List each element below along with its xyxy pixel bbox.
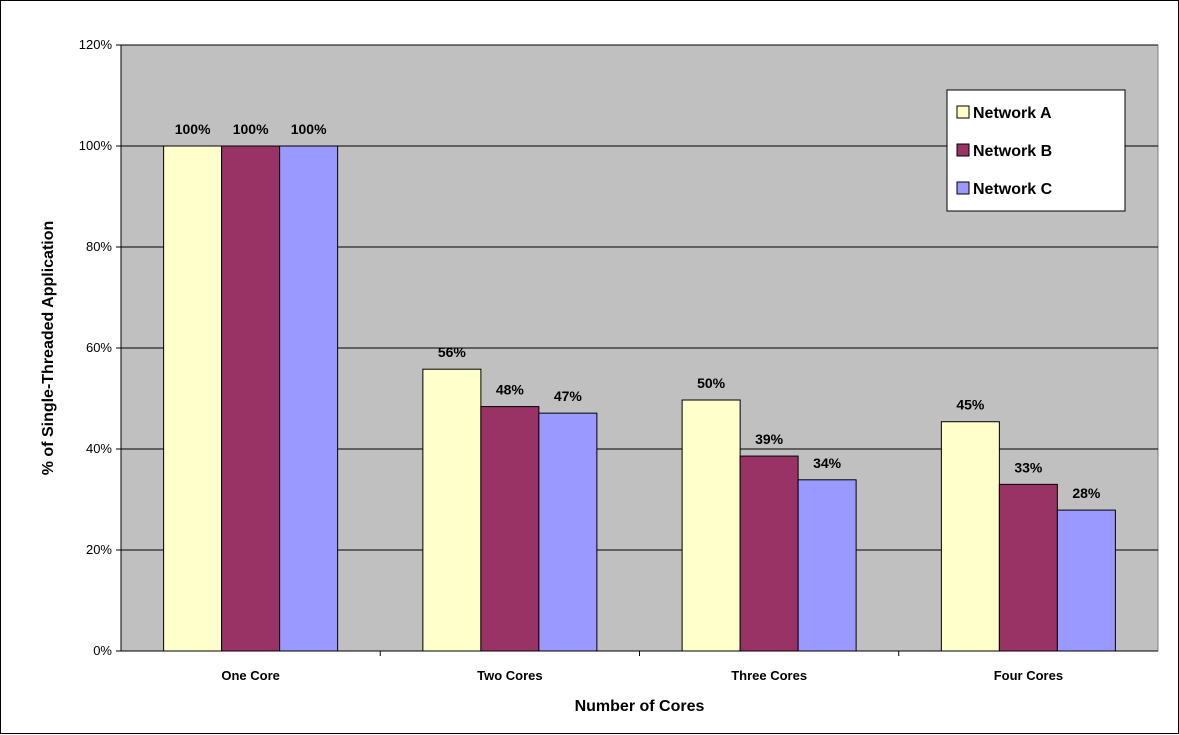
y-tick-label: 40% xyxy=(86,441,112,456)
y-tick-label: 100% xyxy=(79,138,113,153)
bar xyxy=(940,421,1000,652)
x-category-label: Three Cores xyxy=(731,668,807,683)
legend: Network A Network B Network C xyxy=(946,89,1126,212)
data-label: 28% xyxy=(1072,485,1101,501)
data-label: 56% xyxy=(438,344,467,360)
data-label: 39% xyxy=(755,431,784,447)
x-category-label: Four Cores xyxy=(994,668,1063,683)
y-tick-labels: 0% 20% 40% 60% 80% 100% 120% xyxy=(79,37,113,658)
bar xyxy=(1056,509,1116,652)
data-label: 48% xyxy=(496,382,525,398)
y-tick-label: 80% xyxy=(86,239,112,254)
data-label: 100% xyxy=(233,121,269,137)
data-label: 33% xyxy=(1014,459,1043,475)
bar xyxy=(422,368,482,652)
y-axis-title: % of Single-Threaded Application xyxy=(40,221,57,476)
legend-label: Network A xyxy=(973,105,1052,122)
legend-box xyxy=(946,89,1126,212)
data-label: 50% xyxy=(697,375,726,391)
bar xyxy=(739,455,799,652)
data-labels: 100% 100% 100% 56% 48% 47% 50% 39% 34% 45% 33% 28% xyxy=(175,121,1101,501)
x-category-label: One Core xyxy=(221,668,280,683)
x-category-label: Two Cores xyxy=(477,668,543,683)
x-category-labels: One Core Two Cores Three Cores Four Cores xyxy=(221,668,1063,683)
data-label: 45% xyxy=(956,397,985,413)
bar xyxy=(480,406,540,652)
bars xyxy=(163,145,1116,652)
legend-label: Network B xyxy=(973,143,1052,160)
bar xyxy=(998,483,1058,652)
data-label: 47% xyxy=(554,388,583,404)
legend-swatch xyxy=(956,143,970,157)
bar xyxy=(279,145,339,652)
legend-label: Network C xyxy=(973,181,1053,198)
y-tick-label: 120% xyxy=(79,37,113,52)
data-label: 100% xyxy=(291,121,327,137)
x-axis-title: Number of Cores xyxy=(575,698,705,715)
legend-swatch xyxy=(956,105,970,119)
data-label: 34% xyxy=(813,455,842,471)
bar xyxy=(163,145,223,652)
bar xyxy=(538,412,598,652)
y-tick-label: 0% xyxy=(93,643,112,658)
y-tick-label: 20% xyxy=(86,542,112,557)
axes xyxy=(116,44,1158,656)
bar xyxy=(681,399,741,652)
bar xyxy=(221,145,281,652)
data-label: 100% xyxy=(175,121,211,137)
legend-swatch xyxy=(956,181,970,195)
y-tick-label: 60% xyxy=(86,340,112,355)
bar xyxy=(797,479,857,652)
